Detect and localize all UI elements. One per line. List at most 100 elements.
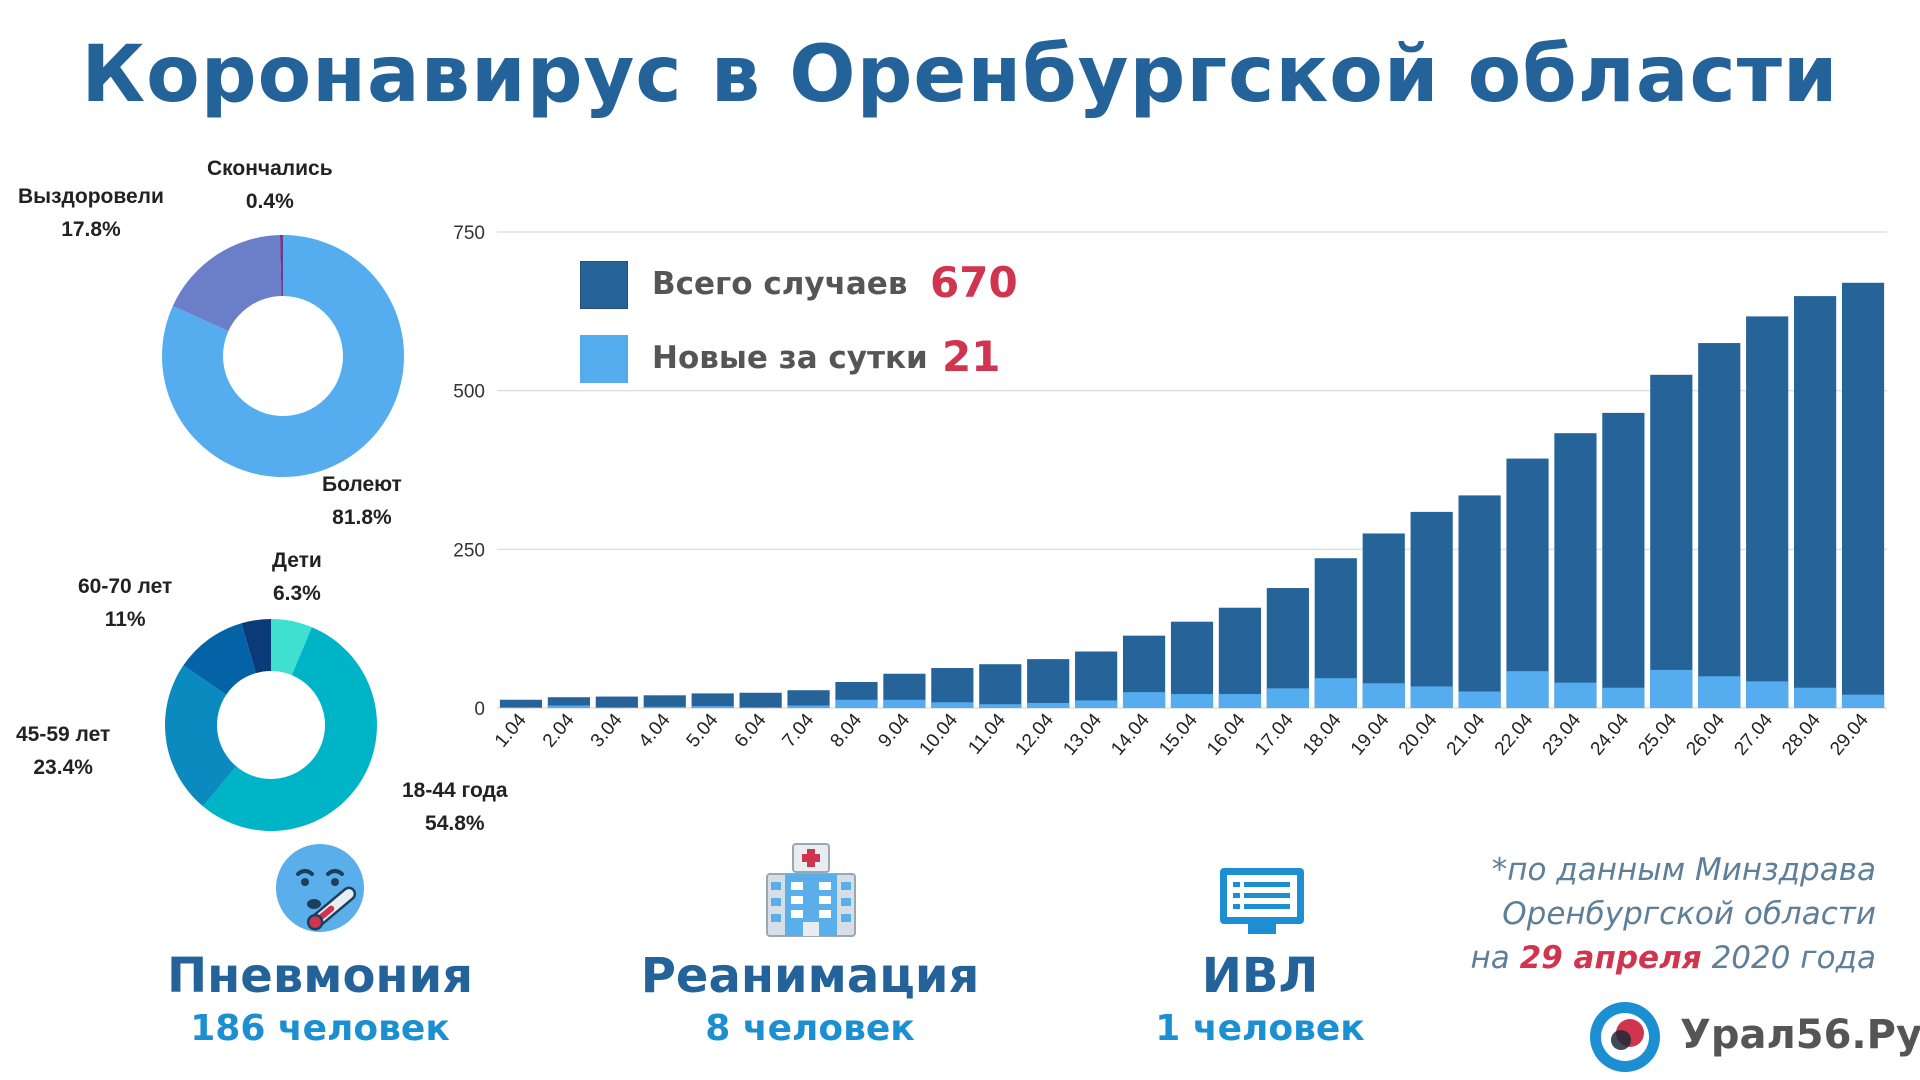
x-tick-label: 9.04 <box>874 709 914 751</box>
stat-icu: Реанимация 8 человек <box>630 948 990 1049</box>
x-tick-label: 8.04 <box>826 709 866 751</box>
x-tick-label: 15.04 <box>1155 709 1202 759</box>
donut2-label-children-value: 6.3% <box>272 582 321 605</box>
page-title: Коронавирус в Оренбургской области <box>81 30 1839 120</box>
bar-new-29.04 <box>1841 694 1885 708</box>
bar-new-22.04 <box>1506 671 1549 708</box>
x-tick-label: 19.04 <box>1347 709 1394 759</box>
bar-new-7.04 <box>787 705 830 708</box>
bar-new-8.04 <box>835 699 878 708</box>
bar-total-22.04 <box>1506 458 1549 708</box>
bar-new-14.04 <box>1122 692 1166 708</box>
source-line-3: на 29 апреля 2020 года <box>1470 936 1876 980</box>
ural56-logo-icon <box>1590 1002 1660 1072</box>
source-date-suffix: 2020 года <box>1711 940 1876 976</box>
stat-ventilator: ИВЛ 1 человек <box>1110 948 1410 1049</box>
x-tick-label: 21.04 <box>1443 709 1490 759</box>
donut1-slice-died <box>279 235 283 297</box>
donut2-label-60-70: 60-70 лет 11% <box>78 570 172 636</box>
donut2-label-18-44: 18-44 года 54.8% <box>402 774 508 840</box>
stat-pneumonia-value: 186 человек <box>190 1008 450 1049</box>
bar-new-9.04 <box>883 699 926 708</box>
bar-total-29.04 <box>1841 282 1885 708</box>
status-donut-chart <box>161 235 404 477</box>
bar-total-11.04 <box>979 664 1022 708</box>
x-tick-label: 11.04 <box>964 709 1010 758</box>
x-tick-label: 5.04 <box>683 709 723 751</box>
donut1-label-sick-value: 81.8% <box>332 506 392 529</box>
y-tick-label: 500 <box>453 382 485 403</box>
donut2-slice-18-44 <box>202 627 377 831</box>
source-line-1: *по данным Минздрава <box>1491 852 1876 888</box>
bar-total-3.04 <box>595 696 638 708</box>
donut1-label-died-value: 0.4% <box>245 190 294 213</box>
bar-new-19.04 <box>1362 683 1405 708</box>
sick-face-thermometer-icon <box>276 844 364 932</box>
bar-new-3.04 <box>595 707 638 708</box>
bar-total-20.04 <box>1410 511 1453 708</box>
source-date-prefix: на <box>1470 940 1510 976</box>
x-tick-label: 23.04 <box>1539 709 1586 759</box>
bar-new-28.04 <box>1794 687 1837 708</box>
donut2-label-children: Дети 6.3% <box>272 544 322 610</box>
x-tick-label: 16.04 <box>1203 709 1250 759</box>
stat-pneumonia-title: Пневмония <box>166 948 474 1004</box>
bar-total-13.04 <box>1075 651 1118 708</box>
bar-new-27.04 <box>1746 681 1789 708</box>
y-tick-label: 750 <box>453 223 485 244</box>
bar-total-1.04 <box>499 699 543 708</box>
legend-value-new: 21 <box>942 332 1001 381</box>
y-tick-label: 0 <box>474 699 485 720</box>
bar-new-23.04 <box>1554 682 1597 708</box>
stat-icu-value: 8 человек <box>705 1008 915 1049</box>
x-tick-label: 13.04 <box>1059 709 1106 759</box>
donut2-label-60-70-name: 60-70 лет <box>78 575 173 598</box>
donut2-slice-remainder <box>241 619 271 674</box>
x-tick-label: 17.04 <box>1251 709 1298 759</box>
stat-ventilator-title: ИВЛ <box>1201 948 1319 1004</box>
donut2-slice-45-59 <box>165 665 237 807</box>
bar-new-13.04 <box>1075 700 1118 708</box>
donut2-slice-60-70 <box>183 623 256 695</box>
bar-new-12.04 <box>1027 702 1070 708</box>
bar-new-4.04 <box>643 706 686 708</box>
bar-total-16.04 <box>1218 607 1262 708</box>
bar-total-24.04 <box>1602 412 1645 708</box>
bar-new-18.04 <box>1314 678 1357 708</box>
bar-total-23.04 <box>1554 433 1597 708</box>
donut1-label-sick: Болеют 81.8% <box>322 468 402 534</box>
bar-new-15.04 <box>1170 694 1214 708</box>
bar-total-7.04 <box>787 690 830 708</box>
donut1-slice-sick <box>161 235 404 477</box>
legend-value-total: 670 <box>930 258 1018 307</box>
bar-total-21.04 <box>1458 495 1501 708</box>
y-tick-label: 250 <box>453 540 485 561</box>
age-donut-chart <box>165 619 377 831</box>
x-tick-label: 1.04 <box>491 709 531 751</box>
legend-swatch-new <box>580 335 628 383</box>
x-tick-label: 25.04 <box>1634 709 1681 759</box>
x-tick-label: 14.04 <box>1107 709 1154 759</box>
bar-new-26.04 <box>1698 676 1741 708</box>
x-tick-label: 29.04 <box>1826 709 1873 759</box>
x-tick-label: 2.04 <box>539 709 579 751</box>
donut2-label-45-59-value: 23.4% <box>33 756 93 779</box>
donut1-label-recovered-value: 17.8% <box>61 218 121 241</box>
legend-label-total: Всего случаев <box>652 266 908 302</box>
bar-total-2.04 <box>547 697 590 708</box>
bar-new-21.04 <box>1458 691 1501 708</box>
bar-total-28.04 <box>1794 296 1837 708</box>
x-tick-label: 22.04 <box>1491 709 1538 759</box>
bar-new-17.04 <box>1266 688 1309 708</box>
bar-new-24.04 <box>1602 687 1645 708</box>
bar-new-6.04 <box>739 707 782 708</box>
donut2-slice-children <box>271 619 312 676</box>
donut1-label-recovered: Выздоровели 17.8% <box>18 180 164 246</box>
x-tick-label: 20.04 <box>1395 709 1442 759</box>
source-note: *по данным Минздрава Оренбургской област… <box>1470 848 1876 980</box>
bar-new-2.04 <box>547 705 590 708</box>
bar-total-19.04 <box>1362 533 1405 708</box>
donut1-label-sick-name: Болеют <box>322 473 402 496</box>
donut1-label-recovered-name: Выздоровели <box>18 185 164 208</box>
source-line-2: Оренбургской области <box>1502 896 1876 932</box>
